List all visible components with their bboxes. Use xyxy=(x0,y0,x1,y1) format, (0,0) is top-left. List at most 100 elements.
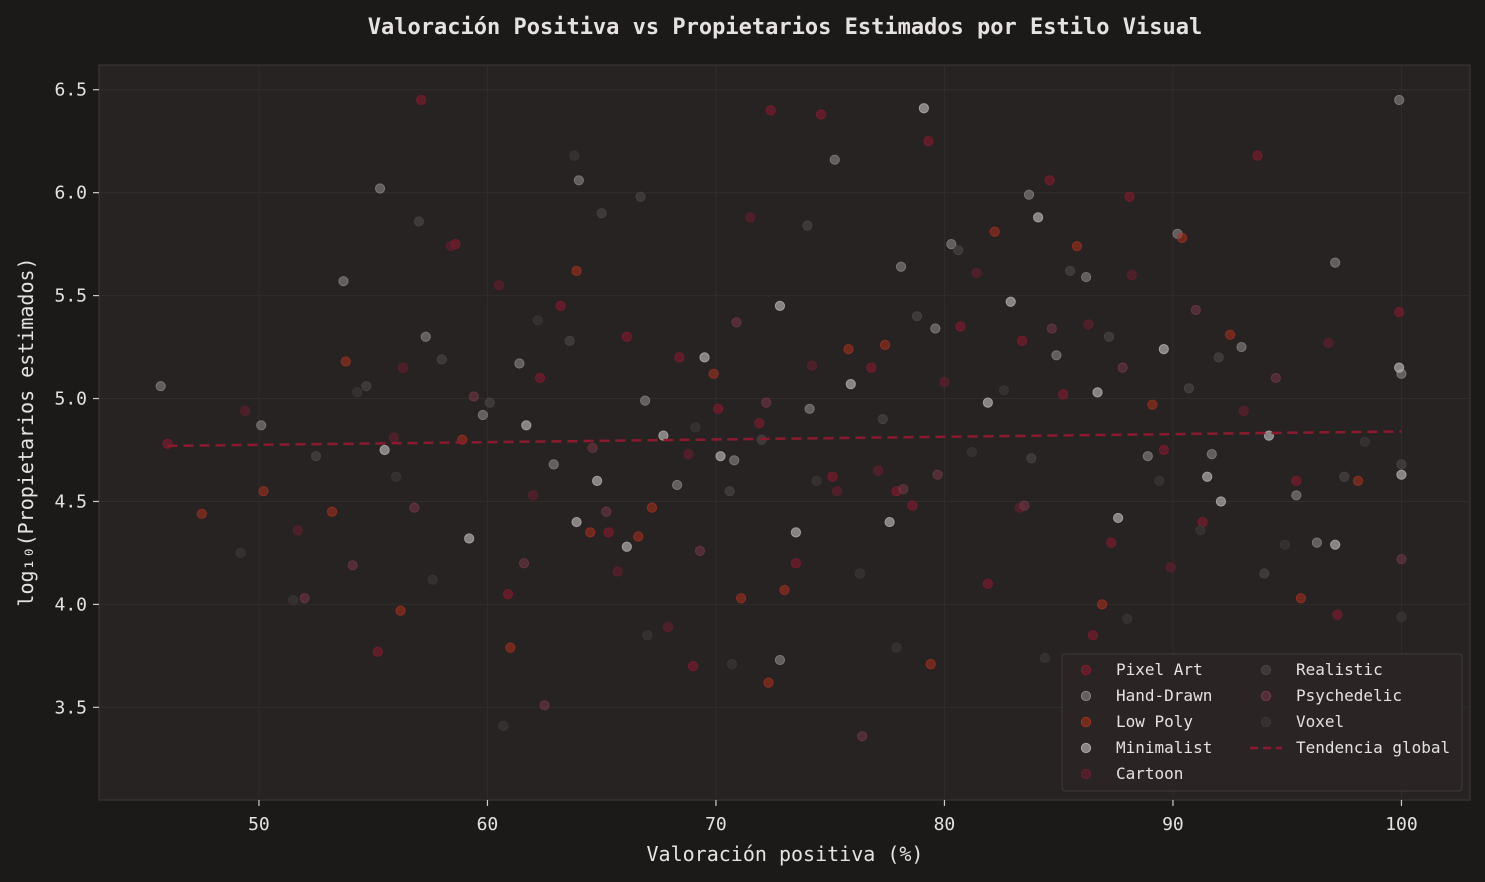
point-hand-drawn xyxy=(672,479,683,491)
point-pixel-art xyxy=(1087,630,1099,641)
point-voxel xyxy=(966,446,977,458)
point-pixel-art xyxy=(1291,475,1302,486)
point-voxel xyxy=(1122,613,1133,624)
point-psychedelic xyxy=(1117,362,1128,373)
x-tick-label: 60 xyxy=(477,814,499,835)
point-hand-drawn xyxy=(477,409,488,421)
point-cartoon xyxy=(388,432,399,443)
point-psychedelic xyxy=(601,506,612,517)
point-minimalist xyxy=(1330,539,1341,550)
point-minimalist xyxy=(774,300,786,311)
point-realistic xyxy=(953,245,964,256)
legend-marker-minimalist xyxy=(1080,742,1092,754)
point-pixel-art xyxy=(982,578,993,589)
point-hand-drawn xyxy=(804,403,815,414)
point-realistic xyxy=(413,216,424,227)
point-low-poly xyxy=(258,486,269,497)
point-psychedelic xyxy=(468,391,479,402)
point-cartoon xyxy=(1323,337,1334,349)
point-realistic xyxy=(1259,568,1270,579)
point-minimalist xyxy=(621,541,632,552)
point-low-poly xyxy=(879,339,891,351)
point-low-poly xyxy=(1147,399,1158,410)
point-hand-drawn xyxy=(338,276,349,287)
legend-label-minimalist: Minimalist xyxy=(1116,738,1212,757)
point-realistic xyxy=(1065,265,1076,276)
point-minimalist xyxy=(884,516,895,528)
x-axis-ticks: 50 60 70 80 90 100 xyxy=(248,800,1418,835)
point-cartoon xyxy=(1126,269,1137,281)
point-pixel-art xyxy=(674,352,685,363)
legend-marker-voxel xyxy=(1260,716,1272,728)
point-realistic xyxy=(1396,459,1407,470)
point-cartoon xyxy=(873,465,884,476)
y-tick-label: 4.0 xyxy=(54,594,87,615)
point-hand-drawn xyxy=(374,183,386,194)
point-voxel xyxy=(998,385,1009,396)
point-voxel xyxy=(726,659,738,670)
point-low-poly xyxy=(779,584,790,596)
point-hand-drawn xyxy=(1081,271,1092,283)
point-cartoon xyxy=(831,486,843,497)
x-tick-label: 90 xyxy=(1162,814,1184,835)
point-pixel-art xyxy=(866,362,877,373)
legend-marker-pixel-art xyxy=(1080,664,1092,676)
y-tick-label: 4.5 xyxy=(54,491,87,512)
point-pixel-art xyxy=(923,136,934,147)
point-pixel-art xyxy=(621,331,632,342)
point-hand-drawn xyxy=(1311,537,1323,548)
point-hand-drawn xyxy=(774,654,786,666)
legend-marker-low-poly xyxy=(1080,716,1092,728)
point-minimalist xyxy=(464,533,475,544)
point-voxel xyxy=(352,387,363,398)
point-psychedelic xyxy=(1396,554,1407,565)
point-psychedelic xyxy=(898,484,909,495)
y-tick-label: 5.0 xyxy=(54,389,87,410)
point-low-poly xyxy=(585,527,596,538)
point-minimalist xyxy=(1158,344,1169,355)
point-minimalist xyxy=(1394,362,1405,373)
point-minimalist xyxy=(715,451,726,462)
point-low-poly xyxy=(646,502,658,513)
y-tick-label: 5.5 xyxy=(54,286,87,307)
point-realistic xyxy=(361,381,372,392)
point-low-poly xyxy=(395,605,406,616)
point-low-poly xyxy=(340,356,351,367)
point-hand-drawn xyxy=(1330,257,1341,268)
point-minimalist xyxy=(571,516,582,528)
point-minimalist xyxy=(1215,496,1227,507)
point-pixel-art xyxy=(1158,444,1169,456)
point-minimalist xyxy=(845,379,856,390)
point-pixel-art xyxy=(534,372,546,384)
point-pixel-art xyxy=(754,418,765,429)
point-psychedelic xyxy=(857,731,868,742)
point-realistic xyxy=(564,335,575,346)
legend-label-realistic: Realistic xyxy=(1296,660,1383,679)
point-psychedelic xyxy=(761,397,772,408)
point-psychedelic xyxy=(694,545,706,556)
point-realistic xyxy=(596,208,607,219)
point-cartoon xyxy=(662,621,674,633)
point-pixel-art xyxy=(907,500,918,511)
point-pixel-art xyxy=(1252,150,1263,161)
point-low-poly xyxy=(1295,593,1307,604)
point-low-poly xyxy=(633,531,644,542)
point-hand-drawn xyxy=(420,331,431,342)
point-hand-drawn xyxy=(1291,490,1302,501)
point-cartoon xyxy=(1083,319,1094,330)
point-pixel-art xyxy=(765,105,776,116)
point-low-poly xyxy=(925,659,936,670)
point-realistic xyxy=(1183,383,1195,394)
point-minimalist xyxy=(1005,296,1016,307)
point-hand-drawn xyxy=(946,239,957,250)
point-minimalist xyxy=(521,420,532,431)
point-pixel-art xyxy=(790,558,802,569)
point-voxel xyxy=(891,642,902,653)
point-psychedelic xyxy=(587,442,598,454)
legend: Pixel Art Hand-Drawn Low Poly Minimalist Car… xyxy=(1061,653,1463,792)
point-minimalist xyxy=(658,430,669,441)
point-low-poly xyxy=(1224,329,1236,340)
point-cartoon xyxy=(240,405,251,416)
y-axis-label: log₁₀(Propietarios estimados) xyxy=(14,257,38,606)
point-pixel-art xyxy=(713,403,724,414)
